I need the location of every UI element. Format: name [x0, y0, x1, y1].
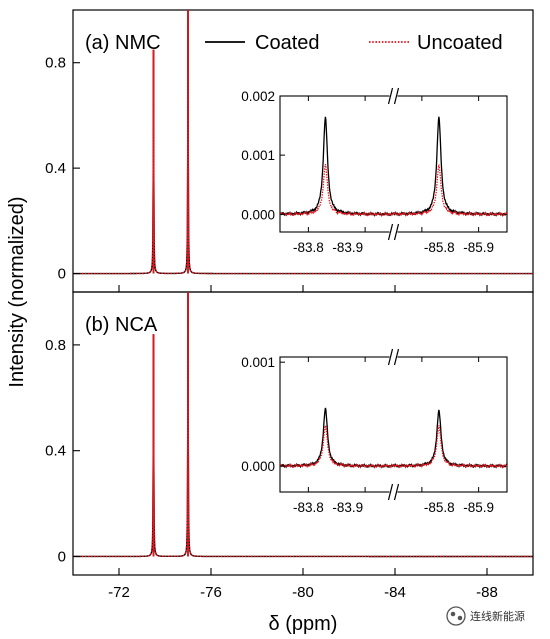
- panel-a-inset-break-gap: [389, 88, 398, 104]
- legend-uncoated-label: Uncoated: [417, 32, 503, 54]
- panel-a-inset-y-tick-label: 0.002: [241, 89, 275, 104]
- panel-a-inset-break-mark: [393, 87, 400, 105]
- panel-b-inset-y-tick-label: 0.001: [241, 355, 275, 370]
- panel-a-inset-break-mark: [387, 223, 394, 241]
- panel-b-inset-break-gap: [389, 349, 398, 365]
- panel-a-label: (a) NMC: [85, 32, 161, 54]
- panel-b-plot: [73, 292, 533, 558]
- x-tick-label: -72: [108, 584, 130, 601]
- panel-b-inset-x-tick-label: -83.9: [332, 500, 363, 515]
- x-axis-label: δ (ppm): [269, 613, 338, 635]
- panel-a-plot: [73, 10, 533, 275]
- watermark: 连线新能源: [446, 606, 525, 626]
- panel-b-inset-break-gap: [389, 484, 398, 500]
- panel-b-inset-x-tick-label: -83.8: [293, 500, 324, 515]
- legend: Coated Uncoated: [205, 32, 503, 54]
- panel-b-inset-plot: [280, 407, 507, 469]
- panel-b-inset-x-tick-label: -85.9: [463, 500, 494, 515]
- panel-a-inset-x-tick-label: -85.9: [463, 240, 494, 255]
- panel-a-y-tick-label: 0.4: [45, 160, 66, 177]
- panel-b-inset-x-tick-label: -85.8: [424, 500, 455, 515]
- x-tick-label: -84: [384, 584, 406, 601]
- panel-b-y-tick-label: 0: [58, 548, 66, 565]
- y-axis-label: Intensity (normalized): [6, 196, 28, 387]
- panel-b-inset-break-mark: [393, 348, 400, 366]
- panel-a-inset-x-tick-label: -85.8: [424, 240, 455, 255]
- panel-a-inset-x-tick-label: -83.9: [332, 240, 363, 255]
- watermark-logo-icon: [446, 606, 466, 626]
- watermark-logo-dot: [457, 615, 463, 621]
- panel-b-label: (b) NCA: [85, 314, 158, 336]
- x-tick-label: -76: [200, 584, 222, 601]
- panel-a-inset-break-mark: [387, 87, 394, 105]
- panel-a-inset-x-tick-label: -83.8: [293, 240, 324, 255]
- watermark-logo-dot: [450, 611, 456, 617]
- x-tick-label: -80: [292, 584, 314, 601]
- panel-a-y-axis: 0 0.4 0.8: [45, 55, 80, 283]
- x-axis: -72 -76 -80 -84 -88: [108, 285, 498, 601]
- panel-b-inset-break-mark: [393, 483, 400, 501]
- panel-b-y-tick-label: 0.4: [45, 443, 66, 460]
- panel-b-y-axis: 0 0.4 0.8: [45, 337, 80, 565]
- panel-a-inset: 0.000 0.001 0.002 -83.8 -83.9 -85.8 -85.9: [241, 87, 508, 255]
- panel-b-inset-y-tick-label: 0.000: [241, 459, 275, 474]
- panel-b-inset-break-mark: [387, 483, 394, 501]
- panel-a-inset-y-tick-label: 0.001: [241, 148, 275, 163]
- panel-b-inset: 0.000 0.001 -83.8 -83.9 -85.8 -85.9: [241, 348, 508, 515]
- panel-b-inset-series-uncoated: [280, 423, 507, 469]
- panel-a-y-tick-label: 0: [58, 266, 66, 283]
- panel-a-inset-frame: [279, 95, 508, 233]
- panel-a-inset-break-gap: [389, 224, 398, 240]
- panel-a-y-tick-label: 0.8: [45, 55, 66, 72]
- watermark-text: 连线新能源: [470, 609, 525, 623]
- panel-b-inset-frame: [279, 356, 508, 493]
- panel-b-inset-break-mark: [387, 348, 394, 366]
- panel-b-series-uncoated: [73, 292, 533, 558]
- panel-a-inset-plot: [280, 116, 507, 217]
- panel-a-inset-series-uncoated: [280, 163, 507, 217]
- legend-coated-label: Coated: [255, 32, 320, 54]
- panel-a-inset-y-tick-label: 0.000: [241, 207, 275, 222]
- x-tick-label: -88: [476, 584, 498, 601]
- panel-b-y-tick-label: 0.8: [45, 337, 66, 354]
- panel-a-series-uncoated: [73, 10, 533, 275]
- panel-a-inset-break-mark: [393, 223, 400, 241]
